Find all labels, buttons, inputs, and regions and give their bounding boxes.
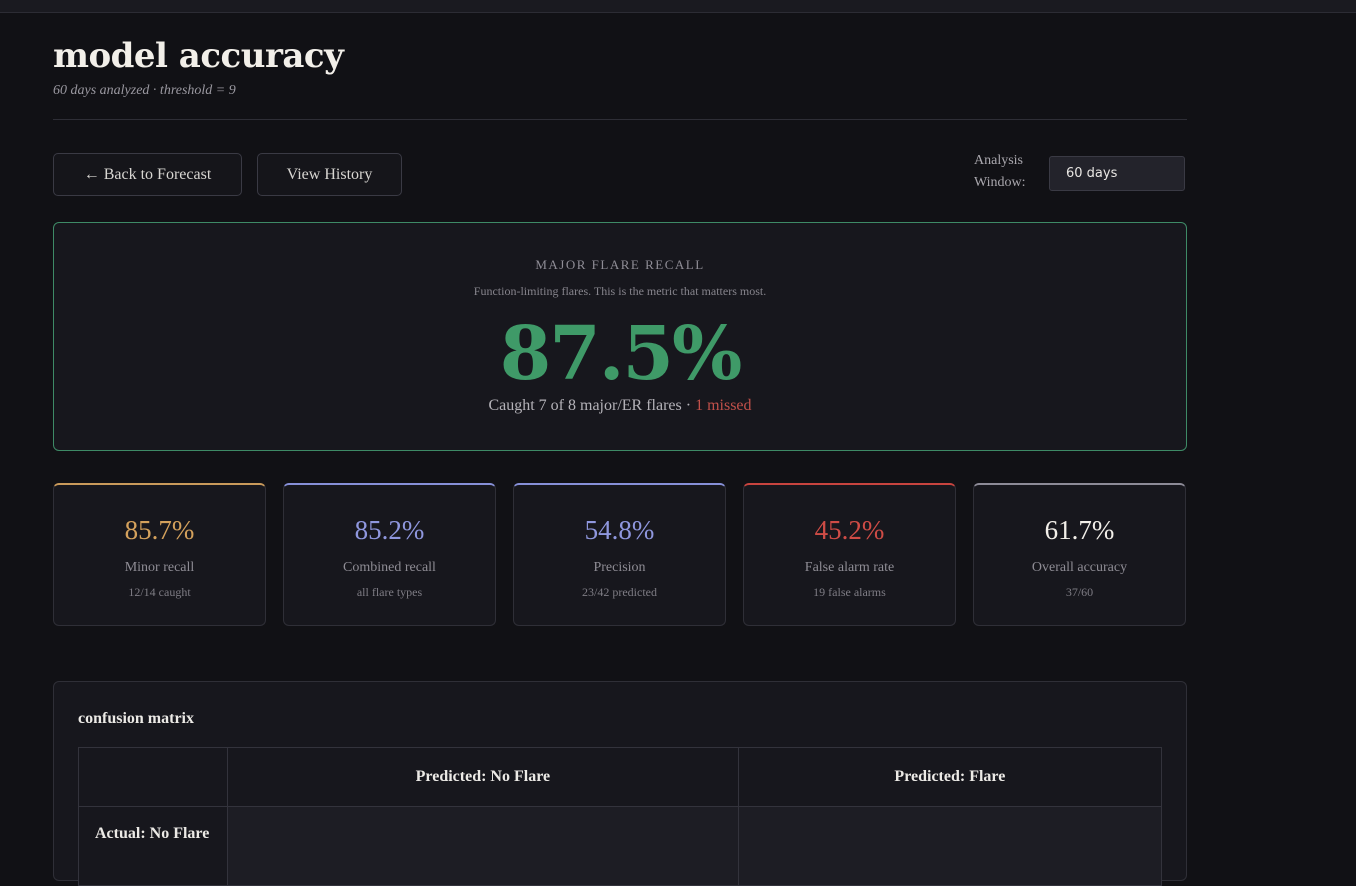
metric-sub: 19 false alarms	[813, 585, 886, 599]
row: Actual: No Flare	[78, 806, 1163, 886]
metric-label: Combined recall	[343, 560, 436, 575]
metric-label: Minor recall	[124, 560, 195, 575]
metric-value: 61.7%	[1044, 515, 1115, 545]
top-bar	[0, 0, 1356, 13]
cell	[227, 806, 739, 886]
metric-card: 85.2% Combined recall all flare types	[283, 483, 496, 626]
metric-card: 54.8% Precision 23/42 predicted	[513, 483, 726, 626]
metric-sub: 23/42 predicted	[582, 585, 657, 599]
metric-label: False alarm rate	[804, 560, 895, 575]
confusion-table: Predicted: No Flare Predicted: Flare Act…	[78, 747, 1163, 886]
back-button[interactable]: ← Back to Forecast	[53, 153, 242, 196]
caught-text: Caught 7 of 8 major/ER flares ·	[488, 397, 696, 414]
metric-value: 45.2%	[814, 515, 885, 545]
metric-card: 61.7% Overall accuracy 37/60	[973, 483, 1186, 626]
metric-card: 45.2% False alarm rate 19 false alarms	[743, 483, 956, 626]
hero-value: 87.5%	[499, 311, 743, 397]
page-subtitle: 60 days analyzed · threshold = 9	[53, 83, 236, 98]
window-label: Analysis Window:	[974, 153, 1026, 190]
hero-label: MAJOR FLARE RECALL	[535, 257, 705, 272]
page-title: model accuracy	[53, 36, 344, 76]
metric-sub: all flare types	[356, 585, 423, 599]
hero-caption: Caught 7 of 8 major/ER flares · 1 missed	[54, 397, 1186, 415]
metric-label: Overall accuracy	[1031, 560, 1128, 575]
metric-value: 85.7%	[124, 515, 195, 545]
window-select[interactable]: 60 days	[1049, 156, 1185, 191]
hero-description: Function-limiting flares. This is the me…	[473, 284, 767, 298]
row-header: Actual: No Flare	[78, 806, 228, 886]
metric-value: 85.2%	[354, 515, 425, 545]
divider	[53, 119, 1187, 120]
cell	[737, 806, 1163, 886]
corner-cell	[78, 747, 228, 807]
header-row: Predicted: No Flare Predicted: Flare	[78, 747, 1163, 807]
confusion-panel: confusion matrix Predicted: No Flare Pre…	[53, 681, 1187, 886]
column-header: Predicted: No Flare	[227, 747, 739, 807]
missed-text: 1 missed	[695, 397, 752, 414]
column-header: Predicted: Flare	[737, 747, 1163, 807]
history-button[interactable]: View History	[257, 153, 402, 196]
panel-title: confusion matrix	[78, 710, 194, 727]
metric-sub: 37/60	[1065, 585, 1094, 599]
metric-card: 85.7% Minor recall 12/14 caught	[53, 483, 266, 626]
hero-card: MAJOR FLARE RECALL Function-limiting fla…	[53, 222, 1187, 451]
metric-value: 54.8%	[584, 515, 655, 545]
metric-label: Precision	[593, 560, 646, 575]
metric-sub: 12/14 caught	[128, 585, 191, 599]
